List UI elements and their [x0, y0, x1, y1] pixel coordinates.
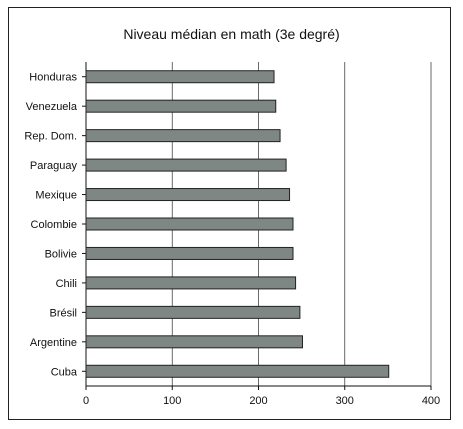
x-tick-label: 100: [163, 395, 181, 407]
bar: [85, 99, 277, 113]
chart-title: Niveau médian en math (3e degré): [123, 26, 340, 42]
category-label: Bolivie: [45, 248, 77, 260]
category-label: Colombie: [31, 219, 77, 231]
bar: [85, 335, 303, 349]
category-label: Paraguay: [30, 160, 78, 172]
x-tick-label: 0: [83, 395, 89, 407]
bar: [85, 188, 291, 202]
bar: [85, 305, 301, 319]
category-label: Brésil: [49, 307, 77, 319]
category-label: Mexique: [35, 190, 77, 202]
x-tick-label: 400: [422, 395, 440, 407]
category-label: Rep. Dom.: [24, 131, 77, 143]
bar: [85, 246, 294, 260]
category-label: Honduras: [29, 72, 77, 84]
bar: [85, 276, 297, 290]
bar: [85, 364, 390, 378]
bar: [85, 217, 294, 231]
x-tick-label: 200: [249, 395, 267, 407]
category-labels: Honduras Venezuela Rep. Dom. Paraguay Mexiqu…: [24, 72, 77, 379]
x-tick-labels: 0 100 200 300 400: [83, 395, 440, 407]
x-tick-label: 300: [336, 395, 354, 407]
category-label: Cuba: [51, 366, 78, 378]
category-label: Chili: [56, 278, 77, 290]
category-label: Argentine: [30, 337, 77, 349]
category-label: Venezuela: [26, 101, 78, 113]
bar: [85, 129, 281, 143]
bars: [85, 70, 390, 378]
bar: [85, 158, 287, 172]
bar: [85, 70, 275, 84]
